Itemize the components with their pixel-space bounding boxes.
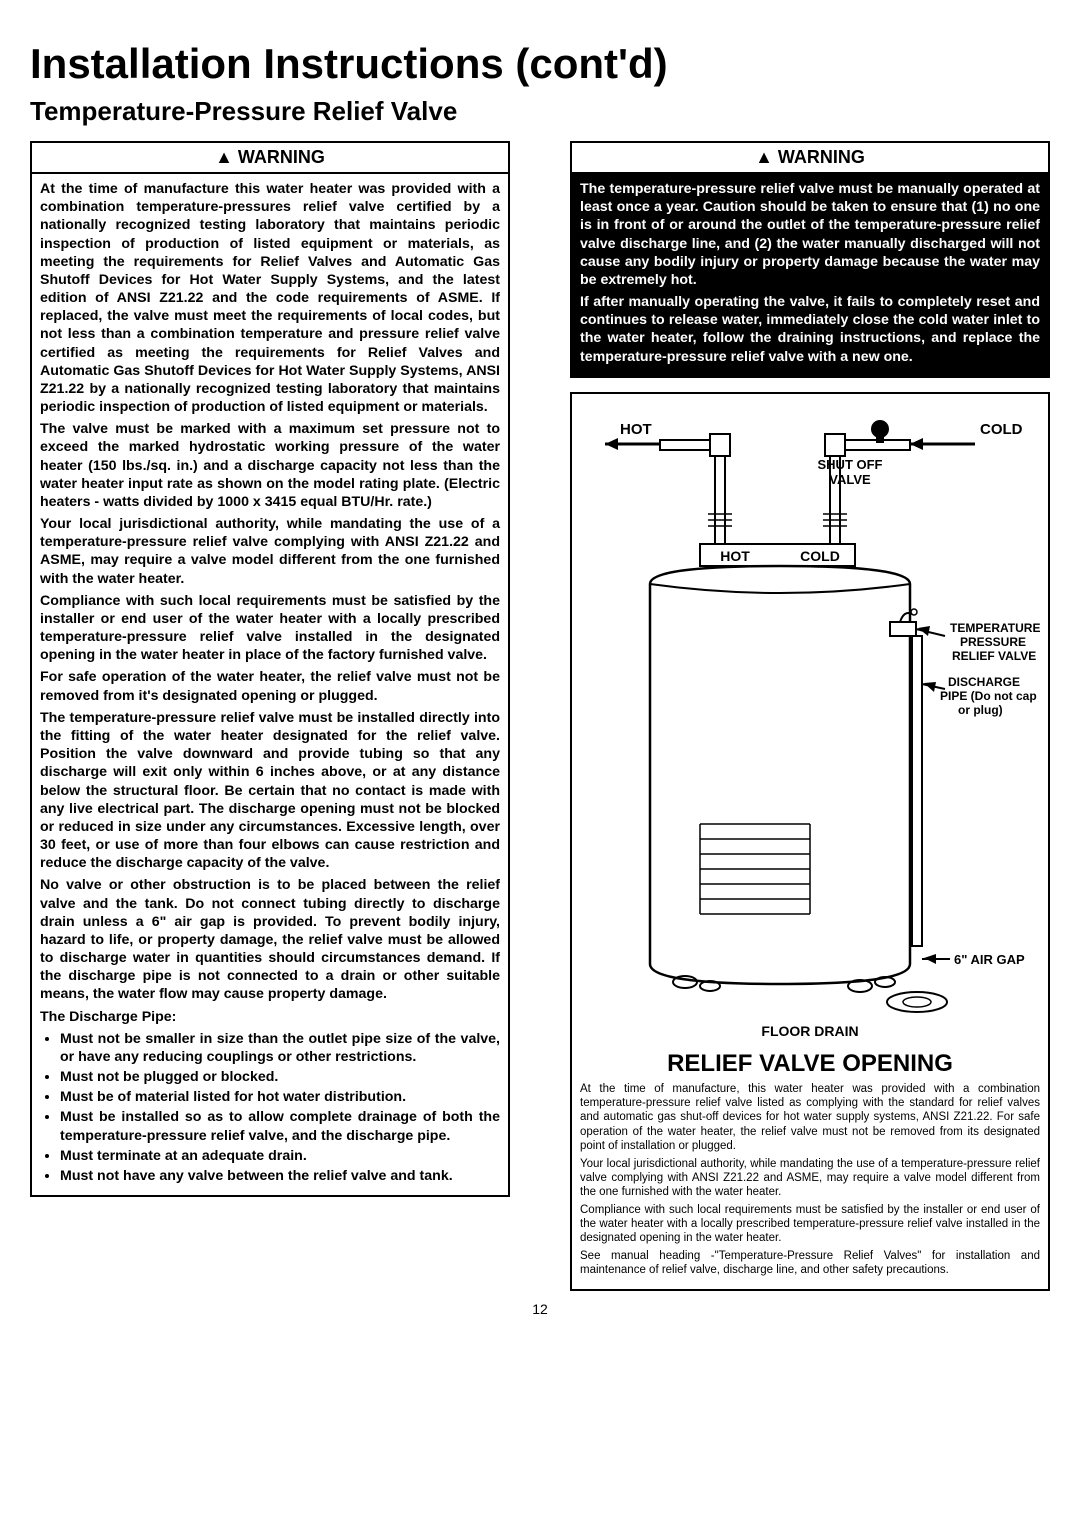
diagram-box: HOT COLD SHUT OFF VALVE bbox=[570, 392, 1050, 1291]
relief-paragraph: At the time of manufacture, this water h… bbox=[580, 1082, 1040, 1154]
warning-paragraph: For safe operation of the water heater, … bbox=[40, 668, 500, 704]
discharge-pipe-list: Must not be smaller in size than the out… bbox=[40, 1030, 500, 1185]
hot-label: HOT bbox=[620, 421, 652, 438]
warning-paragraph: Your local jurisdictional authority, whi… bbox=[40, 515, 500, 588]
warning-paragraph: The temperature-pressure relief valve mu… bbox=[580, 180, 1040, 289]
section-title: Temperature-Pressure Relief Valve bbox=[30, 96, 1050, 127]
relief-paragraph: Your local jurisdictional authority, whi… bbox=[580, 1157, 1040, 1200]
left-column: ▲ WARNING At the time of manufacture thi… bbox=[30, 141, 510, 1291]
diagram-svg: HOT COLD SHUT OFF VALVE bbox=[580, 404, 1040, 1044]
list-item: Must not have any valve between the reli… bbox=[60, 1167, 500, 1185]
warning-header: ▲ WARNING bbox=[32, 143, 508, 174]
list-item: Must terminate at an adequate drain. bbox=[60, 1147, 500, 1165]
floordrain-label: FLOOR DRAIN bbox=[761, 1023, 858, 1039]
airgap-label: 6" AIR GAP bbox=[954, 952, 1025, 967]
list-item: Must not be smaller in size than the out… bbox=[60, 1030, 500, 1066]
warning-paragraph: If after manually operating the valve, i… bbox=[580, 293, 1040, 366]
page-number: 12 bbox=[30, 1301, 1050, 1317]
two-column-layout: ▲ WARNING At the time of manufacture thi… bbox=[30, 141, 1050, 1291]
shutoff-label: SHUT OFF bbox=[818, 457, 883, 472]
cold-label: COLD bbox=[980, 421, 1023, 438]
tprv-label2: PRESSURE bbox=[960, 635, 1026, 649]
discharge-label3: or plug) bbox=[958, 703, 1003, 717]
list-item: Must not be plugged or blocked. bbox=[60, 1068, 500, 1086]
shutoff-label2: VALVE bbox=[829, 472, 871, 487]
right-column: ▲ WARNING The temperature-pressure relie… bbox=[570, 141, 1050, 1291]
discharge-label2: PIPE (Do not cap bbox=[940, 689, 1037, 703]
warning-paragraph: The valve must be marked with a maximum … bbox=[40, 420, 500, 511]
hot-inlet-label: HOT bbox=[720, 548, 750, 564]
warning-paragraph: No valve or other obstruction is to be p… bbox=[40, 876, 500, 1003]
tprv-label3: RELIEF VALVE bbox=[952, 649, 1036, 663]
warning-paragraph: The Discharge Pipe: bbox=[40, 1008, 500, 1026]
discharge-label: DISCHARGE bbox=[948, 675, 1020, 689]
warning-paragraph: Compliance with such local requirements … bbox=[40, 592, 500, 665]
cold-inlet-label: COLD bbox=[800, 548, 840, 564]
left-warning-box: ▲ WARNING At the time of manufacture thi… bbox=[30, 141, 510, 1197]
warning-paragraph: The temperature-pressure relief valve mu… bbox=[40, 709, 500, 873]
left-warning-body: At the time of manufacture this water he… bbox=[32, 174, 508, 1195]
relief-paragraph: Compliance with such local requirements … bbox=[580, 1203, 1040, 1246]
tprv-label: TEMPERATURE- bbox=[950, 621, 1040, 635]
relief-valve-title: RELIEF VALVE OPENING bbox=[580, 1050, 1040, 1078]
warning-paragraph: At the time of manufacture this water he… bbox=[40, 180, 500, 416]
right-warning-body: The temperature-pressure relief valve mu… bbox=[572, 174, 1048, 376]
water-heater-diagram-icon: HOT COLD SHUT OFF VALVE bbox=[580, 404, 1040, 1044]
warning-header: ▲ WARNING bbox=[572, 143, 1048, 174]
relief-valve-text: At the time of manufacture, this water h… bbox=[580, 1082, 1040, 1278]
relief-paragraph: See manual heading -"Temperature-Pressur… bbox=[580, 1249, 1040, 1278]
list-item: Must be of material listed for hot water… bbox=[60, 1088, 500, 1106]
right-warning-box: ▲ WARNING The temperature-pressure relie… bbox=[570, 141, 1050, 378]
page-title: Installation Instructions (cont'd) bbox=[30, 40, 1050, 88]
list-item: Must be installed so as to allow complet… bbox=[60, 1108, 500, 1144]
